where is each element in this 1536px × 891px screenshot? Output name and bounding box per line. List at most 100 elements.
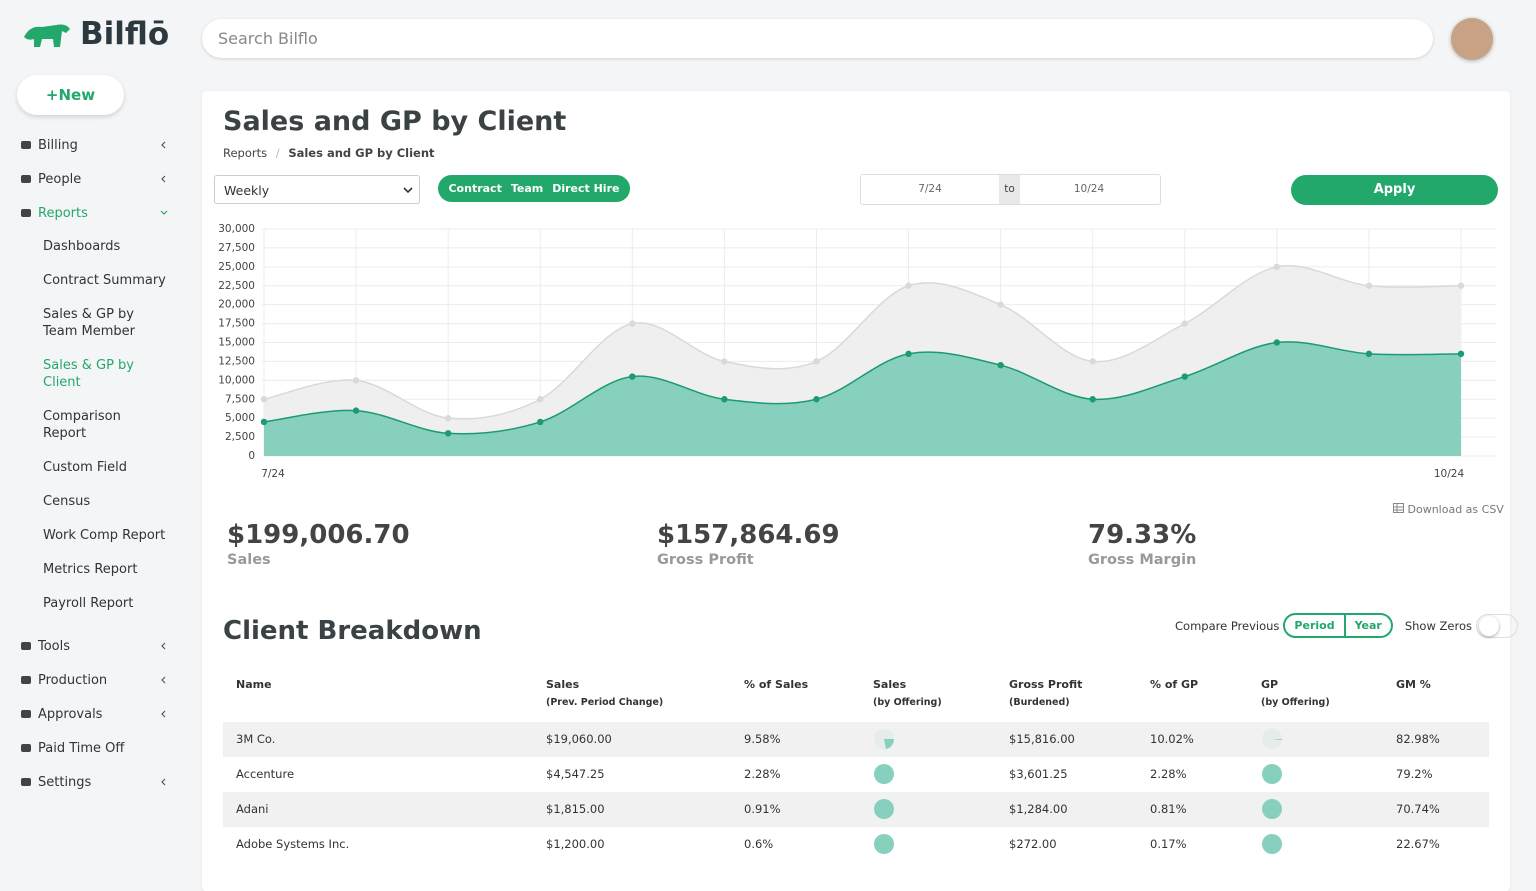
nav-item[interactable]: Paid Time Off: [20, 731, 180, 765]
type-option[interactable]: Direct Hire: [552, 182, 620, 195]
compare-controls: Compare Previous Period Year Show Zeros: [1175, 613, 1518, 638]
logo[interactable]: Bilflō: [22, 16, 169, 52]
new-button[interactable]: +New: [17, 75, 124, 115]
column-header: Sales (by Offering): [873, 678, 942, 708]
y-tick-label: 0: [248, 450, 255, 462]
stat-value: $199,006.70: [227, 520, 410, 550]
nav-subitem[interactable]: Custom Field: [43, 460, 127, 475]
select-arrow: [403, 187, 413, 194]
offering-pie: [1262, 834, 1282, 854]
nav-icon-shape: [21, 710, 31, 718]
nav-subitem[interactable]: Metrics Report: [43, 562, 138, 577]
section-title: Client Breakdown: [223, 616, 482, 646]
type-option[interactable]: Contract: [448, 182, 502, 195]
table-row: Adani $1,815.00 0.91% $1,284.00 0.81% 70.74%: [223, 792, 1489, 827]
data-point: [721, 396, 728, 403]
apply-button[interactable]: Apply: [1291, 175, 1498, 205]
data-point: [721, 358, 728, 365]
column-subtitle: (Prev. Period Change): [546, 697, 664, 708]
nav-subitem[interactable]: Dashboards: [43, 239, 121, 254]
date-to[interactable]: 10/24: [1073, 183, 1105, 195]
nav-item[interactable]: Reports: [20, 196, 180, 230]
nav-icon: [21, 676, 31, 684]
area-line: [263, 341, 1462, 435]
download-csv[interactable]: Download as CSV: [1393, 503, 1504, 516]
data-point: [1181, 373, 1188, 380]
chevron: [161, 778, 166, 786]
data-point: [260, 396, 268, 403]
table-cell: $4,547.25: [546, 767, 605, 781]
nav-item[interactable]: Approvals: [20, 697, 180, 731]
download-text: Download as CSV: [1407, 503, 1504, 516]
nav-icon: [21, 141, 31, 149]
show-zeros-label: Show Zeros: [1404, 618, 1472, 633]
nav-item[interactable]: Billing: [20, 128, 180, 162]
date-from[interactable]: 7/24: [918, 183, 942, 195]
nav-label: People: [38, 171, 82, 187]
data-point: [352, 407, 360, 414]
table-cell: $19,060.00: [546, 732, 612, 746]
chevron-path: [161, 141, 166, 149]
stat-label: Gross Margin: [1088, 552, 1197, 568]
chevron: [161, 710, 166, 718]
compare-option[interactable]: Period: [1283, 613, 1346, 638]
nav-item[interactable]: People: [20, 162, 180, 196]
pie-full: [874, 834, 894, 854]
period-select[interactable]: Weekly: [214, 175, 420, 204]
chevron: [160, 210, 168, 215]
data-point: [352, 377, 360, 384]
nav-icon-shape: [21, 778, 31, 786]
nav-label: Settings: [38, 774, 92, 790]
data-point: [1457, 282, 1465, 289]
nav-subitem[interactable]: Work Comp Report: [43, 528, 166, 543]
brand-name: Bilflō: [80, 16, 170, 52]
nav-subitem[interactable]: Comparison Report: [43, 409, 121, 441]
nav-label: Billing: [38, 137, 78, 153]
pie-full: [874, 764, 894, 784]
column-header: % of GP: [1150, 678, 1198, 691]
data-point: [444, 430, 452, 437]
nav-item[interactable]: Settings: [20, 765, 180, 799]
type-option[interactable]: Team: [510, 182, 544, 195]
data-point: [444, 414, 452, 422]
nav-subitem[interactable]: Sales & GP by Client: [43, 358, 134, 390]
search-input[interactable]: Search Bilflo: [202, 19, 1433, 58]
nav-icon: [21, 175, 31, 183]
offering-pie: [874, 764, 894, 784]
show-zeros-toggle[interactable]: [1476, 613, 1518, 638]
nav-item[interactable]: Production: [20, 663, 180, 697]
compare-option[interactable]: Year: [1345, 613, 1393, 638]
y-tick-label: 10,000: [218, 374, 255, 386]
breadcrumb-link[interactable]: Reports: [223, 146, 268, 160]
nav-subitem[interactable]: Sales & GP by Team Member: [43, 307, 135, 339]
x-tick-label: 10/24: [1434, 468, 1465, 480]
avatar[interactable]: [1451, 18, 1493, 60]
table-cell: $3,601.25: [1009, 767, 1068, 781]
table-cell: Adani: [236, 802, 269, 816]
chevron: [161, 175, 166, 183]
data-point: [905, 282, 912, 289]
nav-icon-shape: [21, 175, 31, 183]
column-title: % of Sales: [744, 678, 809, 691]
column-title: GM %: [1396, 678, 1431, 691]
data-point: [1365, 350, 1373, 358]
pie-slice: [884, 739, 895, 749]
nav-label: Tools: [38, 638, 71, 654]
nav-subitem[interactable]: Payroll Report: [43, 596, 134, 611]
data-point: [997, 362, 1004, 369]
nav-subitem[interactable]: Census: [43, 494, 91, 509]
nav-item[interactable]: Tools: [20, 629, 180, 663]
data-point: [997, 301, 1004, 308]
y-tick-label: 5,000: [225, 412, 255, 424]
column-subtitle: (by Offering): [1261, 697, 1330, 708]
stat: $199,006.70 Sales: [227, 520, 410, 568]
type-filter: Contract Team Direct Hire: [438, 175, 630, 202]
nav-subitem[interactable]: Contract Summary: [43, 273, 166, 288]
offering-pie: [1262, 764, 1282, 784]
breadcrumb-current: Sales and GP by Client: [288, 146, 435, 160]
table-cell: 79.2%: [1396, 767, 1433, 781]
nav-icon-shape: [21, 209, 31, 217]
nav-label: Paid Time Off: [38, 740, 125, 756]
pie-full: [1262, 764, 1282, 784]
stat-label: Sales: [227, 552, 271, 568]
